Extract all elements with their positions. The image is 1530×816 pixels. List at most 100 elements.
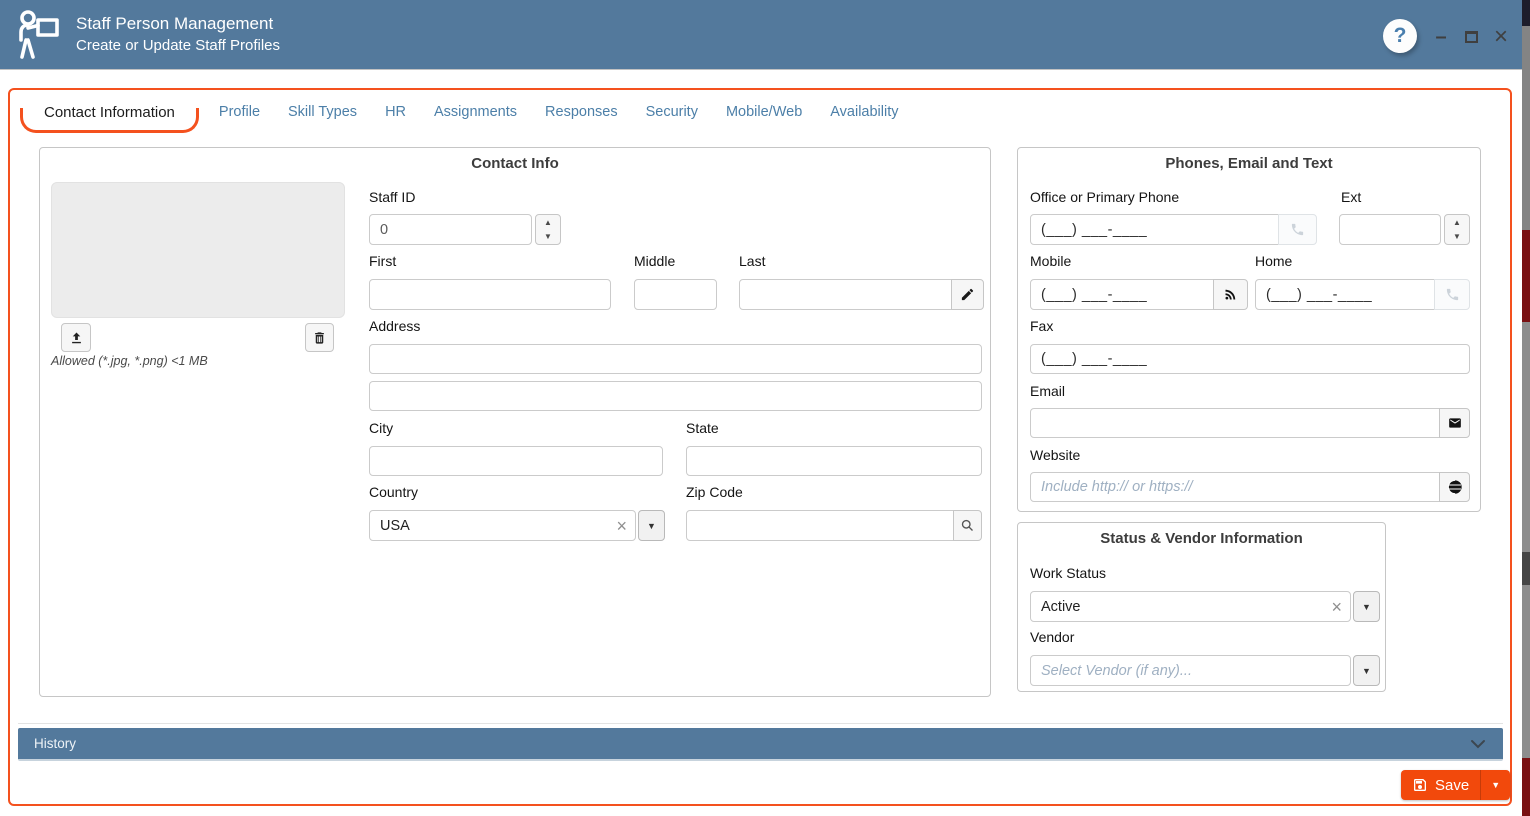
office-phone-input[interactable] [1030, 214, 1279, 245]
city-input[interactable] [369, 446, 663, 476]
home-phone-label: Home [1255, 253, 1293, 269]
ext-stepper[interactable]: ▲ ▼ [1444, 214, 1470, 245]
pencil-icon [961, 288, 974, 301]
state-label: State [686, 420, 719, 436]
fax-label: Fax [1030, 318, 1054, 334]
work-status-combobox[interactable] [1030, 591, 1351, 622]
spinner-down-icon[interactable]: ▼ [544, 232, 552, 242]
call-home-button[interactable] [1434, 279, 1470, 310]
first-name-input[interactable] [369, 279, 611, 310]
contact-info-title: Contact Info [471, 155, 559, 172]
send-email-button[interactable] [1439, 408, 1470, 438]
help-icon[interactable]: ? [1383, 19, 1417, 53]
call-office-button[interactable] [1278, 214, 1317, 245]
open-website-button[interactable] [1439, 472, 1470, 502]
send-text-button[interactable] [1213, 279, 1248, 310]
phones-email-text-panel: Phones, Email and Text Office or Primary… [1017, 147, 1481, 512]
country-combobox[interactable] [369, 510, 636, 541]
website-input[interactable] [1030, 472, 1440, 502]
history-accordion[interactable]: History [18, 728, 1503, 761]
photo-placeholder[interactable] [51, 182, 345, 318]
tab-security[interactable]: Security [645, 104, 698, 120]
tab-skill-types[interactable]: Skill Types [288, 104, 358, 120]
mobile-phone-input[interactable] [1030, 279, 1214, 310]
first-name-label: First [369, 253, 397, 269]
last-name-label: Last [739, 253, 766, 269]
minimize-button[interactable]: – [1435, 25, 1447, 48]
contact-info-panel: Contact Info Allowed (*.jpg, *.png) <1 M… [39, 147, 991, 697]
tab-responses[interactable]: Responses [545, 104, 618, 120]
spinner-up-icon[interactable]: ▲ [1453, 217, 1461, 227]
chevron-down-icon: ▼ [647, 520, 656, 531]
home-phone-input[interactable] [1255, 279, 1435, 310]
country-label: Country [369, 484, 419, 500]
tab-mobile-web[interactable]: Mobile/Web [725, 104, 803, 120]
work-status-dropdown-button[interactable]: ▼ [1353, 591, 1380, 622]
maximize-icon [1464, 31, 1478, 43]
phone-icon [1291, 223, 1304, 236]
tab-availability[interactable]: Availability [830, 104, 899, 120]
globe-icon [1447, 479, 1462, 495]
chevron-down-icon: ▼ [1362, 601, 1371, 612]
zip-code-label: Zip Code [686, 484, 743, 500]
zip-code-input[interactable] [686, 510, 954, 541]
spinner-up-icon[interactable]: ▲ [544, 217, 552, 227]
clear-work-status-icon[interactable]: × [1331, 596, 1342, 617]
edit-last-name-button[interactable] [951, 279, 984, 310]
floppy-save-icon [1414, 779, 1426, 791]
app-title: Staff Person Management [76, 14, 274, 33]
staff-id-input[interactable] [369, 214, 532, 245]
ext-label: Ext [1341, 189, 1362, 205]
address-line1-input[interactable] [369, 344, 982, 374]
history-label: History [34, 736, 77, 751]
tab-hr[interactable]: HR [385, 104, 407, 120]
fax-input[interactable] [1030, 344, 1470, 374]
broadcast-icon [1225, 289, 1236, 300]
trash-icon [315, 331, 324, 344]
background-window-strip [1522, 0, 1530, 816]
staff-id-stepper[interactable]: ▲ ▼ [535, 214, 561, 245]
tab-bar: Contact Information Profile Skill Types … [20, 92, 913, 133]
section-divider [18, 723, 1503, 724]
vendor-combobox[interactable] [1030, 655, 1351, 686]
vendor-label: Vendor [1030, 629, 1075, 645]
middle-name-label: Middle [634, 253, 676, 269]
tab-contact-information[interactable]: Contact Information [20, 93, 199, 133]
mobile-label: Mobile [1030, 253, 1072, 269]
chevron-down-icon: ▼ [1491, 780, 1501, 790]
photo-allowed-hint: Allowed (*.jpg, *.png) <1 MB [51, 354, 208, 368]
phones-panel-title: Phones, Email and Text [1165, 155, 1333, 172]
vendor-dropdown-button[interactable]: ▼ [1353, 655, 1380, 686]
website-label: Website [1030, 447, 1081, 463]
tab-profile[interactable]: Profile [218, 104, 261, 120]
ext-input[interactable] [1339, 214, 1441, 245]
clear-country-icon[interactable]: × [616, 515, 627, 536]
spinner-down-icon[interactable]: ▼ [1453, 232, 1461, 242]
save-options-dropdown[interactable]: ▼ [1480, 770, 1510, 800]
close-button[interactable]: × [1493, 23, 1508, 50]
state-input[interactable] [686, 446, 982, 476]
upload-icon [71, 332, 81, 344]
tab-assignments[interactable]: Assignments [434, 104, 518, 120]
chevron-down-icon: ▼ [1362, 665, 1371, 676]
zip-lookup-button[interactable] [953, 510, 982, 541]
email-label: Email [1030, 383, 1066, 399]
city-label: City [369, 420, 394, 436]
envelope-icon [1448, 418, 1461, 428]
upload-photo-button[interactable] [61, 323, 91, 352]
address-label: Address [369, 318, 421, 334]
save-button[interactable]: Save [1401, 777, 1480, 794]
country-dropdown-button[interactable]: ▼ [638, 510, 665, 541]
save-split-button[interactable]: Save ▼ [1401, 770, 1511, 800]
status-vendor-title: Status & Vendor Information [1100, 530, 1303, 547]
maximize-button[interactable] [1458, 24, 1484, 50]
status-vendor-panel: Status & Vendor Information Work Status … [1017, 522, 1386, 692]
save-label: Save [1435, 776, 1470, 794]
address-line2-input[interactable] [369, 381, 982, 411]
middle-name-input[interactable] [634, 279, 717, 310]
work-status-label: Work Status [1030, 565, 1106, 581]
last-name-input[interactable] [739, 279, 952, 310]
email-input[interactable] [1030, 408, 1440, 438]
delete-photo-button[interactable] [305, 323, 334, 352]
